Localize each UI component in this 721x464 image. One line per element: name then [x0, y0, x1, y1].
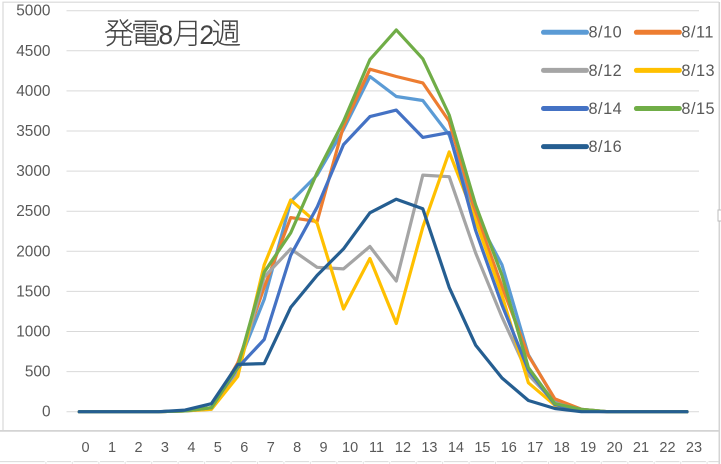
svg-text:2: 2	[134, 440, 142, 456]
svg-text:20: 20	[607, 440, 623, 456]
svg-text:6: 6	[240, 440, 248, 456]
svg-text:9: 9	[320, 440, 328, 456]
svg-text:15: 15	[474, 440, 490, 456]
svg-text:16: 16	[501, 440, 517, 456]
svg-text:8/16: 8/16	[589, 138, 623, 156]
svg-text:14: 14	[448, 440, 464, 456]
svg-text:3500: 3500	[16, 123, 50, 140]
svg-text:7: 7	[267, 440, 275, 456]
svg-text:8/10: 8/10	[589, 24, 623, 42]
svg-text:8/12: 8/12	[589, 62, 623, 80]
svg-text:500: 500	[25, 364, 51, 381]
svg-text:2000: 2000	[16, 243, 50, 260]
svg-text:1: 1	[108, 440, 116, 456]
svg-text:8/14: 8/14	[589, 100, 623, 118]
svg-text:2500: 2500	[16, 203, 50, 220]
svg-text:22: 22	[659, 440, 675, 456]
svg-text:0: 0	[82, 440, 90, 456]
svg-text:23: 23	[686, 440, 702, 456]
svg-text:0: 0	[42, 404, 51, 421]
svg-text:18: 18	[554, 440, 570, 456]
svg-text:1000: 1000	[16, 324, 50, 341]
svg-text:17: 17	[527, 440, 543, 456]
svg-text:8/15: 8/15	[681, 100, 715, 118]
svg-text:11: 11	[369, 440, 384, 456]
svg-text:19: 19	[580, 440, 596, 456]
svg-text:4: 4	[187, 440, 195, 456]
svg-text:5: 5	[214, 440, 222, 456]
svg-text:12: 12	[395, 440, 411, 456]
svg-text:8/11: 8/11	[681, 24, 713, 42]
svg-text:3: 3	[161, 440, 169, 456]
svg-text:4000: 4000	[16, 83, 50, 100]
svg-text:3000: 3000	[16, 163, 50, 180]
svg-text:13: 13	[421, 440, 437, 456]
svg-text:5000: 5000	[16, 3, 50, 20]
svg-text:21: 21	[633, 440, 649, 456]
svg-text:4500: 4500	[16, 43, 50, 60]
svg-text:10: 10	[342, 440, 358, 456]
svg-text:8: 8	[158, 20, 173, 50]
svg-text:2: 2	[199, 20, 214, 50]
svg-text:8/13: 8/13	[681, 62, 715, 80]
svg-text:8: 8	[293, 440, 301, 456]
svg-text:1500: 1500	[16, 283, 50, 300]
